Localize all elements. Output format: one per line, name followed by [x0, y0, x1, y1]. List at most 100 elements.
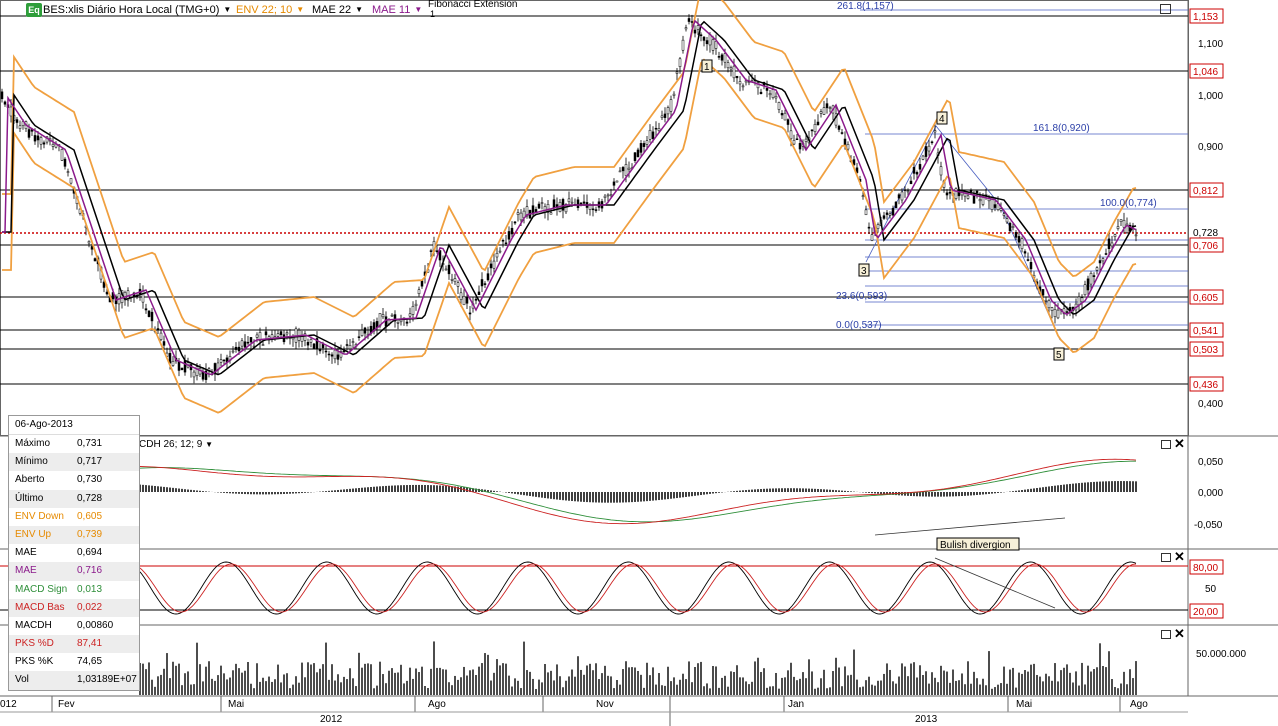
- close-icon[interactable]: ✕: [1174, 436, 1185, 451]
- candle-body: [435, 250, 439, 253]
- env-down-line: [2, 58, 1137, 414]
- stoch-series: [139, 561, 1137, 615]
- candle-body: [660, 115, 664, 118]
- chevron-down-icon[interactable]: ▼: [414, 5, 423, 14]
- candle-body: [315, 338, 319, 349]
- macdh-indicator-menu[interactable]: CDH 26; 12; 9 ▼: [139, 439, 213, 450]
- stoch-tick: 20,00: [1193, 607, 1218, 618]
- data-window-value: 0,694: [77, 547, 103, 559]
- candle-body: [102, 281, 106, 288]
- fibo-tool-label[interactable]: Fibonacci Extension: [428, 0, 518, 10]
- stoch-trend-line[interactable]: [934, 557, 1056, 609]
- divergence-line[interactable]: [874, 517, 1066, 536]
- candle-body: [777, 102, 781, 110]
- candle-body: [312, 343, 316, 349]
- candle-body: [612, 181, 616, 186]
- candle-body: [714, 41, 718, 49]
- candle-body: [1002, 213, 1006, 216]
- candle-body: [60, 148, 64, 161]
- fibo-label: 0.0(0,537): [836, 320, 882, 331]
- candle-body: [618, 170, 622, 173]
- candle-body: [888, 213, 892, 216]
- maximize-icon[interactable]: [1161, 553, 1171, 562]
- candle-body: [933, 130, 937, 133]
- data-window-value: 0,730: [77, 474, 103, 486]
- candle-body: [345, 344, 349, 346]
- maximize-icon[interactable]: [1160, 4, 1171, 14]
- maximize-icon[interactable]: [1161, 440, 1171, 449]
- close-icon[interactable]: ✕: [1174, 549, 1185, 564]
- data-window-key: Mínimo: [15, 456, 48, 468]
- month-label: Jan: [788, 699, 804, 710]
- mae22-indicator-menu[interactable]: MAE 22 ▼: [312, 2, 363, 18]
- chevron-down-icon[interactable]: ▼: [205, 440, 214, 449]
- candle-body: [276, 333, 280, 337]
- candle-body: [360, 329, 364, 336]
- candle-body: [897, 194, 901, 199]
- close-icon[interactable]: ✕: [1174, 626, 1185, 641]
- candle-body: [1005, 218, 1009, 223]
- candle-body: [894, 201, 898, 209]
- env-indicator-menu[interactable]: ENV 22; 10 ▼: [236, 2, 304, 18]
- candle-body: [27, 129, 31, 138]
- chevron-down-icon[interactable]: ▼: [223, 5, 232, 14]
- candle-body: [1026, 259, 1030, 261]
- month-label: Nov: [596, 699, 614, 710]
- candle-body: [1113, 234, 1117, 237]
- candle-body: [1125, 223, 1129, 233]
- mae11-indicator-menu[interactable]: MAE 11 ▼: [372, 2, 422, 18]
- candle-body: [906, 190, 910, 193]
- data-window-row: MACDH 0,00860: [9, 617, 139, 635]
- symbol-selector[interactable]: BES:xlis Diário Hora Local (TMG+0) ▼: [43, 2, 231, 18]
- data-window-row: PKS %K 74,65: [9, 653, 139, 671]
- data-window-row: Mínimo 0,717: [9, 453, 139, 472]
- fibonacci-extension[interactable]: [860, 9, 1188, 341]
- candle-body: [978, 199, 982, 202]
- candle-body: [609, 194, 613, 196]
- macd-series: [139, 458, 1137, 525]
- candle-body: [144, 308, 148, 311]
- month-label: Mai: [1016, 699, 1032, 710]
- data-window-key: MAE: [15, 547, 37, 559]
- candle-body: [87, 241, 91, 244]
- maximize-icon[interactable]: [1161, 630, 1171, 639]
- level-lines[interactable]: [0, 15, 1188, 385]
- candle-body: [303, 333, 307, 341]
- candle-body: [63, 158, 67, 167]
- level-label: 0,436: [1193, 380, 1218, 391]
- candle-body: [549, 212, 553, 215]
- divergence-label-box: [936, 537, 1020, 551]
- candle-body: [591, 208, 595, 211]
- candle-body: [513, 221, 517, 224]
- env-label: ENV 22; 10: [236, 4, 293, 16]
- candle-body: [1134, 234, 1138, 237]
- data-window-value: 0,716: [77, 565, 103, 577]
- candle-body: [1098, 260, 1102, 264]
- candle-body: [855, 167, 859, 173]
- level-label: 0,706: [1193, 241, 1218, 252]
- candle-body: [1077, 296, 1081, 306]
- price-series: [0, 0, 1138, 414]
- candle-body: [339, 351, 343, 358]
- candle-body: [999, 208, 1003, 211]
- candle-body: [1107, 238, 1111, 250]
- chevron-down-icon[interactable]: ▼: [355, 5, 364, 14]
- candle-body: [474, 298, 478, 301]
- candle-body: [705, 40, 709, 45]
- candle-body: [438, 250, 442, 261]
- candle-body: [891, 208, 895, 216]
- candle-body: [51, 144, 55, 147]
- wave-label: 1: [704, 62, 710, 73]
- candle-body: [444, 268, 448, 271]
- data-window-value: 0,022: [77, 601, 103, 613]
- candle-body: [1047, 300, 1051, 309]
- candle-body: [1011, 226, 1015, 229]
- candle-body: [804, 138, 808, 142]
- candle-body: [741, 85, 745, 88]
- candle-body: [675, 71, 679, 74]
- chevron-down-icon[interactable]: ▼: [296, 5, 305, 14]
- candle-body: [1095, 267, 1099, 271]
- data-window-row: Vol 1,03189E+07: [9, 671, 139, 690]
- eq-icon[interactable]: Eq: [26, 3, 42, 17]
